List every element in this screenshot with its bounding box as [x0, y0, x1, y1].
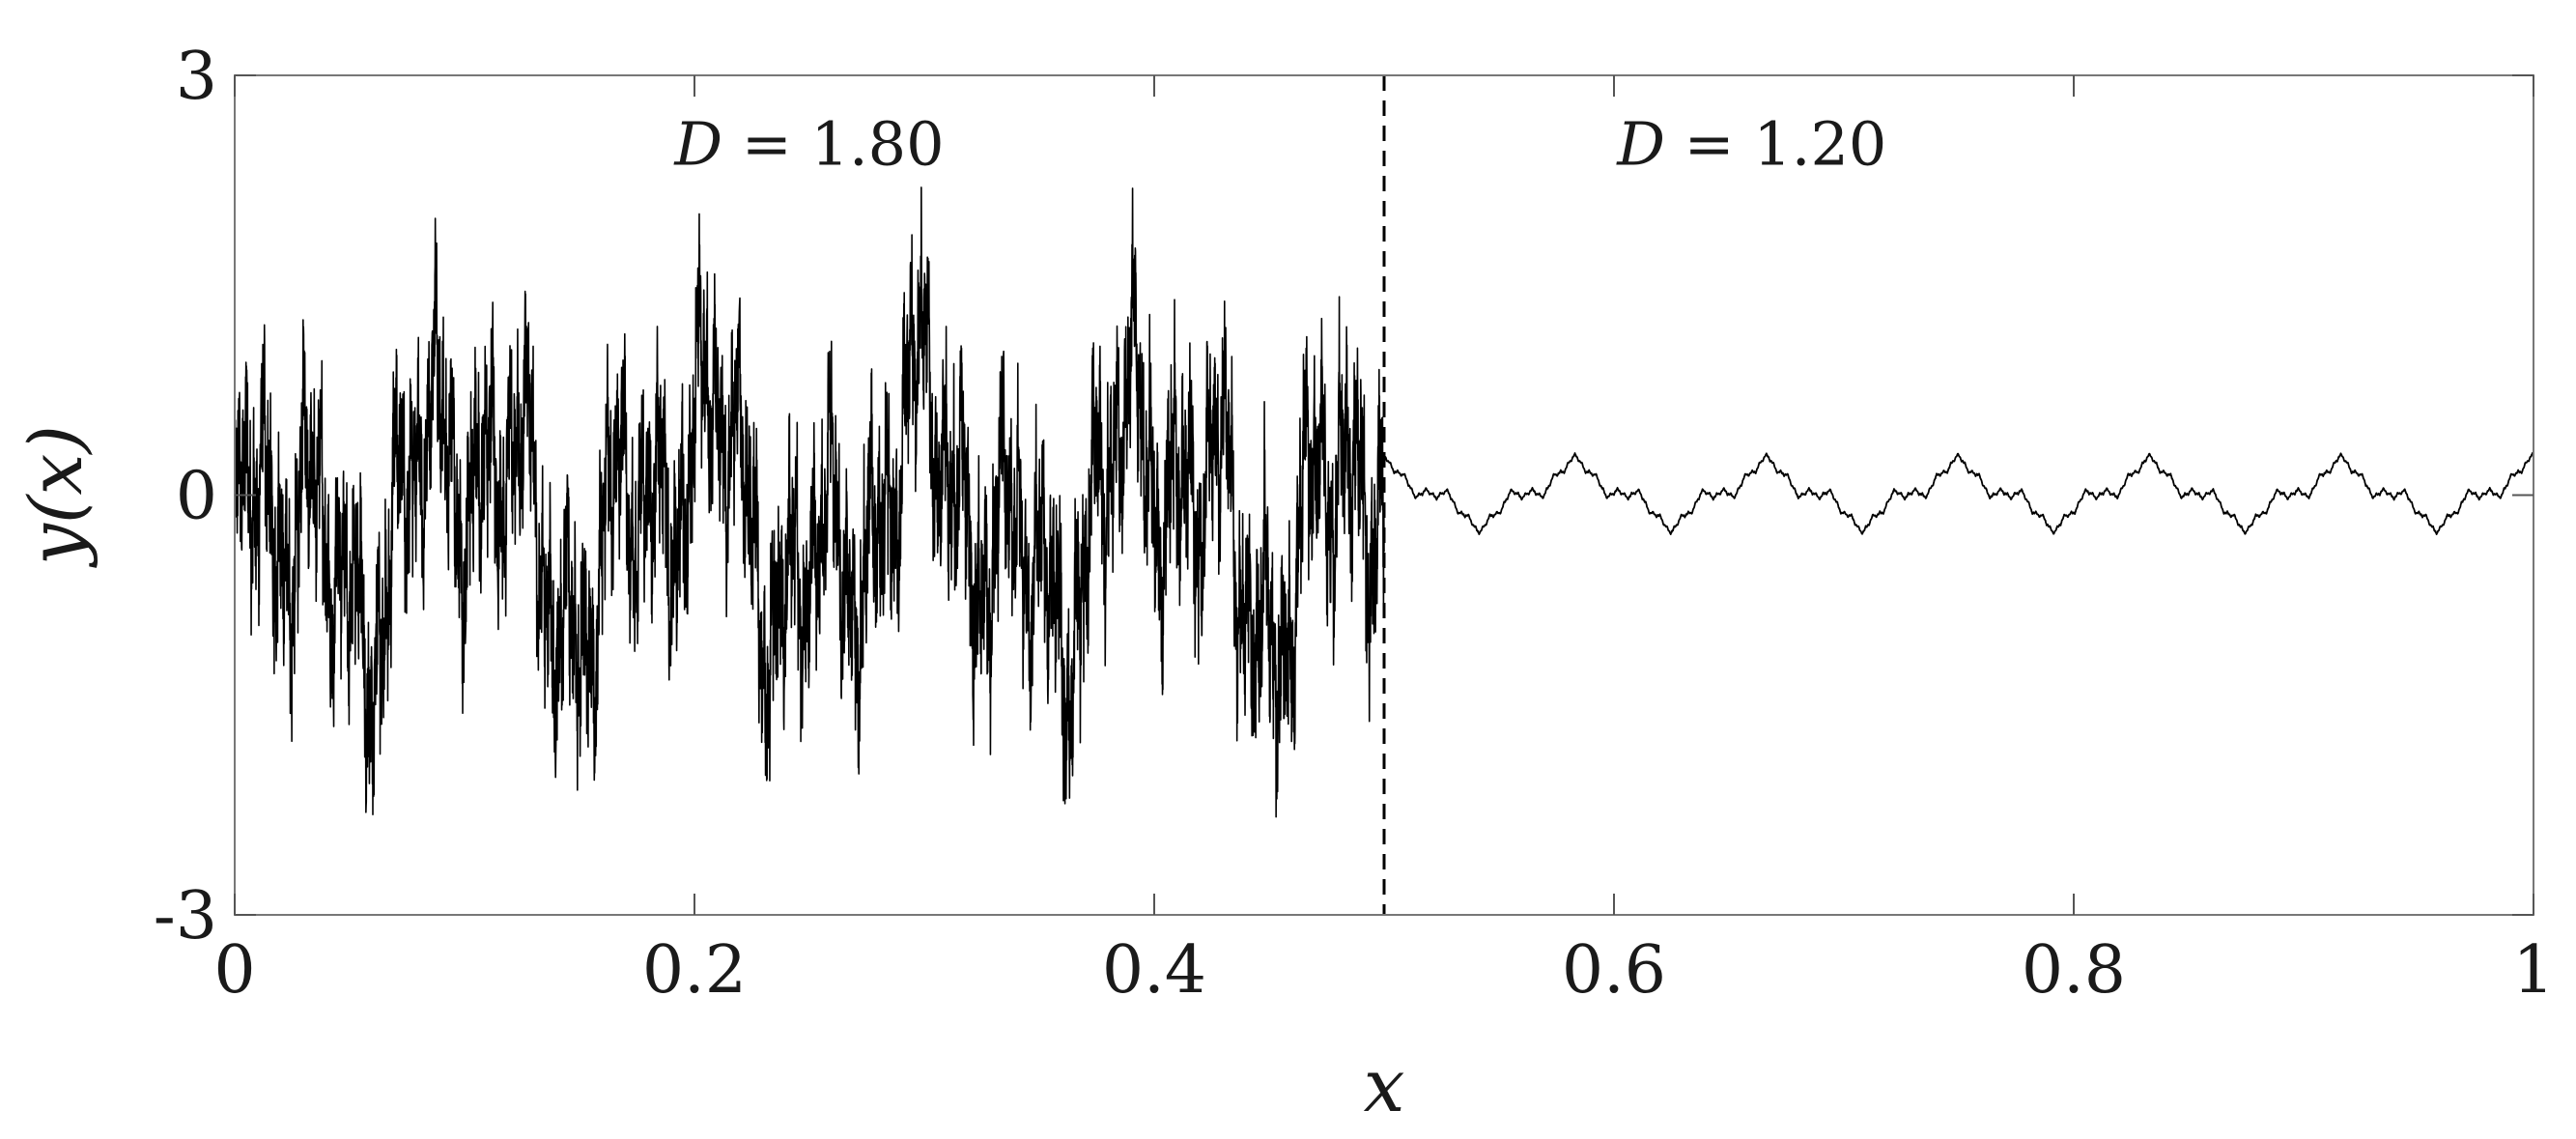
- series-layer: [234, 186, 2534, 818]
- x-tick-label: 0.4: [1102, 932, 1206, 1009]
- x-tick-label: 0.2: [642, 932, 747, 1009]
- annotation-left-variable: D: [673, 108, 722, 179]
- x-tick-label: 1: [2512, 932, 2554, 1009]
- x-tick-label: 0.8: [2022, 932, 2126, 1009]
- y-tick-label: 3: [176, 39, 217, 115]
- y-axis-label: y(x): [13, 425, 99, 568]
- x-tick-label: 0: [213, 932, 255, 1009]
- annotation-right-value: 1.20: [1753, 108, 1886, 179]
- annotation-right-relation: =: [1665, 108, 1753, 179]
- annotation-right-variable: D: [1616, 108, 1665, 179]
- x-axis-label: x: [1364, 1042, 1405, 1128]
- annotation-left-relation: =: [722, 108, 810, 179]
- ticks-layer: 0 0.2 0.4 0.6 0.8 1-303: [154, 39, 2555, 1009]
- y-tick-label: 0: [176, 459, 217, 535]
- series-line-d180: [234, 186, 1385, 818]
- series-line-d120: [1383, 452, 2534, 535]
- annotation-left-value: 1.80: [811, 108, 945, 179]
- x-tick-label: 0.6: [1562, 932, 1666, 1009]
- y-tick-label: -3: [154, 878, 217, 954]
- annotation-left: D = 1.80: [673, 108, 944, 179]
- annotation-right: D = 1.20: [1616, 108, 1886, 179]
